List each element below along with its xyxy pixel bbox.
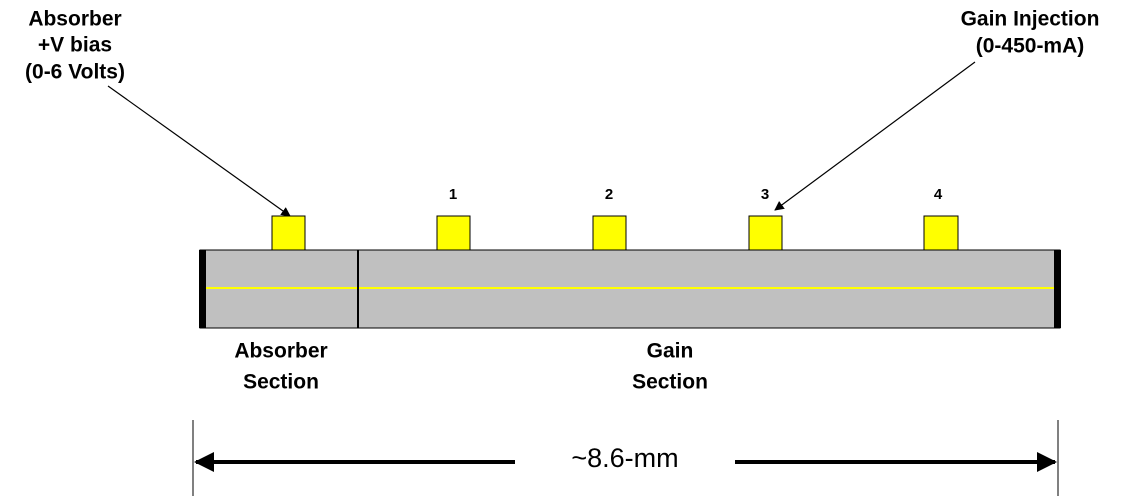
section-label: Section <box>243 371 319 394</box>
contact-pad <box>271 215 306 251</box>
contact-pad <box>748 215 783 251</box>
arrow <box>774 61 976 211</box>
absorber-bias-label: Absorber <box>28 8 121 31</box>
facet <box>199 250 206 328</box>
arrow <box>107 85 291 217</box>
section-label: Absorber <box>234 340 327 363</box>
contact-number: 3 <box>761 186 769 203</box>
gain-injection-label: Gain Injection <box>961 8 1100 31</box>
gain-injection-label: (0-450-mA) <box>976 35 1085 58</box>
absorber-bias-label: +V bias <box>38 34 112 57</box>
facet <box>1054 250 1061 328</box>
section-label: Section <box>632 371 708 394</box>
absorber-bias-label: (0-6 Volts) <box>25 61 125 84</box>
contact-pad <box>592 215 627 251</box>
contact-number: 2 <box>605 186 613 203</box>
contact-number: 1 <box>449 186 457 203</box>
contact-number: 4 <box>934 186 943 203</box>
dimension-label: ~8.6-mm <box>571 443 678 473</box>
contact-pad <box>436 215 471 251</box>
contact-pad <box>923 215 959 251</box>
section-label: Gain <box>647 340 694 363</box>
